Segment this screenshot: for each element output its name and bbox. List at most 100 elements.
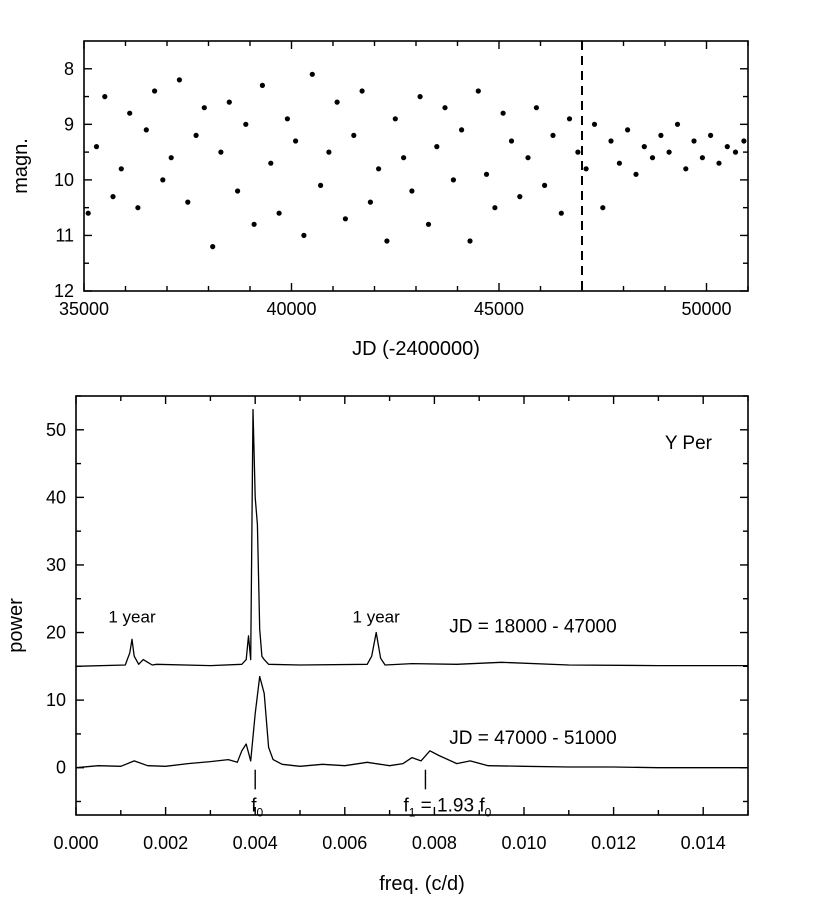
data-point <box>201 105 207 111</box>
data-point <box>566 116 573 122</box>
data-point <box>127 110 133 116</box>
data-point <box>649 155 656 161</box>
data-point <box>259 82 265 88</box>
x-tick-label: 45000 <box>474 299 524 319</box>
data-point <box>251 221 257 227</box>
series-label: JD = 47000 - 51000 <box>449 728 616 749</box>
light-curve-x-tick-labels: 35000 40000 45000 50000 <box>59 299 732 319</box>
series-label: JD = 18000 - 47000 <box>449 617 616 638</box>
data-point <box>334 99 340 105</box>
data-point <box>185 199 191 205</box>
power-spectrum-y-tick-labels: 0 10 20 30 40 50 <box>46 420 66 778</box>
data-point <box>641 144 647 150</box>
data-point <box>110 194 116 200</box>
data-point <box>118 166 124 172</box>
data-point <box>483 171 490 177</box>
data-point <box>342 216 348 222</box>
data-point <box>425 221 432 227</box>
light-curve-x-axis-title: JD (-2400000) <box>352 338 480 360</box>
data-point <box>542 182 548 188</box>
power-spectrum-title: Y Per <box>665 433 713 454</box>
data-point <box>293 138 299 144</box>
light-curve-ticks <box>83 41 749 292</box>
power-spectrum-panel: 0.000 0.002 0.004 0.006 0.008 0.010 0.012 0.014… <box>5 395 749 895</box>
data-point <box>674 121 681 127</box>
data-point <box>326 149 332 155</box>
data-point <box>143 127 149 133</box>
data-point <box>508 138 515 144</box>
data-point <box>85 210 91 216</box>
data-point <box>616 160 623 166</box>
data-point <box>93 144 100 150</box>
y-tick-label: 9 <box>64 114 74 134</box>
one-year-alias-label: 1 year <box>108 607 156 626</box>
data-point <box>492 205 498 211</box>
power-spectrum-annotations: 1 year 1 year JD = 18000 - 47000 JD = 47000… <box>108 607 616 749</box>
light-curve-frame <box>83 40 749 292</box>
y-tick-label: 40 <box>46 487 66 507</box>
power-spectrum-ticks <box>75 395 749 815</box>
data-point <box>533 105 540 111</box>
data-point <box>550 132 556 138</box>
data-point <box>434 144 440 150</box>
data-point <box>708 132 714 138</box>
light-curve-y-tick-labels: 8 9 10 11 12 <box>54 59 74 301</box>
data-point <box>392 116 398 122</box>
data-point <box>409 188 415 194</box>
data-point <box>102 94 108 100</box>
data-point <box>401 155 407 161</box>
light-curve-points <box>85 71 747 250</box>
data-point <box>359 88 365 94</box>
power-spectrum-lines <box>75 408 748 769</box>
data-point <box>235 188 241 194</box>
x-tick-label: 35000 <box>59 299 109 319</box>
data-point <box>699 155 706 161</box>
data-point <box>716 160 722 166</box>
y-tick-label: 30 <box>46 555 66 575</box>
data-point <box>176 77 182 83</box>
data-point <box>193 132 199 138</box>
frequency-marker-label: f1 = 1.93 f0 <box>403 795 491 819</box>
data-point <box>450 177 456 183</box>
y-tick-label: 0 <box>56 758 66 778</box>
x-tick-label: 0.004 <box>233 833 278 853</box>
data-point <box>732 149 739 155</box>
data-point <box>135 205 141 211</box>
data-point <box>517 194 523 200</box>
data-point <box>417 94 423 100</box>
data-point <box>226 99 232 105</box>
frequency-marker-label: f0 <box>251 795 263 819</box>
data-point <box>218 149 224 155</box>
data-point <box>309 71 315 77</box>
power-spectrum-x-tick-labels: 0.000 0.002 0.004 0.006 0.008 0.010 0.012 0.014 <box>53 833 725 853</box>
data-point <box>459 127 465 133</box>
data-point <box>658 132 664 138</box>
data-point <box>633 171 639 177</box>
data-point <box>376 166 382 172</box>
data-point <box>284 116 290 122</box>
data-point <box>558 210 564 216</box>
data-point <box>318 182 324 188</box>
y-tick-label: 20 <box>46 623 66 643</box>
data-point <box>741 138 747 144</box>
x-tick-label: 50000 <box>681 299 731 319</box>
data-point <box>666 149 672 155</box>
power-spectrum-frequency-markers: f0 f1 = 1.93 f0 <box>251 769 492 819</box>
data-point <box>268 160 274 166</box>
data-point <box>575 149 581 155</box>
data-point <box>276 210 282 216</box>
power-spectrum-frame <box>75 395 749 816</box>
data-point <box>475 88 481 94</box>
data-point <box>160 177 166 183</box>
data-point <box>210 244 216 250</box>
x-tick-label: 40000 <box>266 299 316 319</box>
x-tick-label: 0.000 <box>53 833 98 853</box>
data-point <box>367 199 373 205</box>
data-point <box>525 155 531 161</box>
data-point <box>625 127 631 133</box>
data-point <box>500 110 506 116</box>
spectrum-line-1 <box>75 408 748 667</box>
x-tick-label: 0.002 <box>143 833 188 853</box>
x-tick-label: 0.010 <box>501 833 546 853</box>
